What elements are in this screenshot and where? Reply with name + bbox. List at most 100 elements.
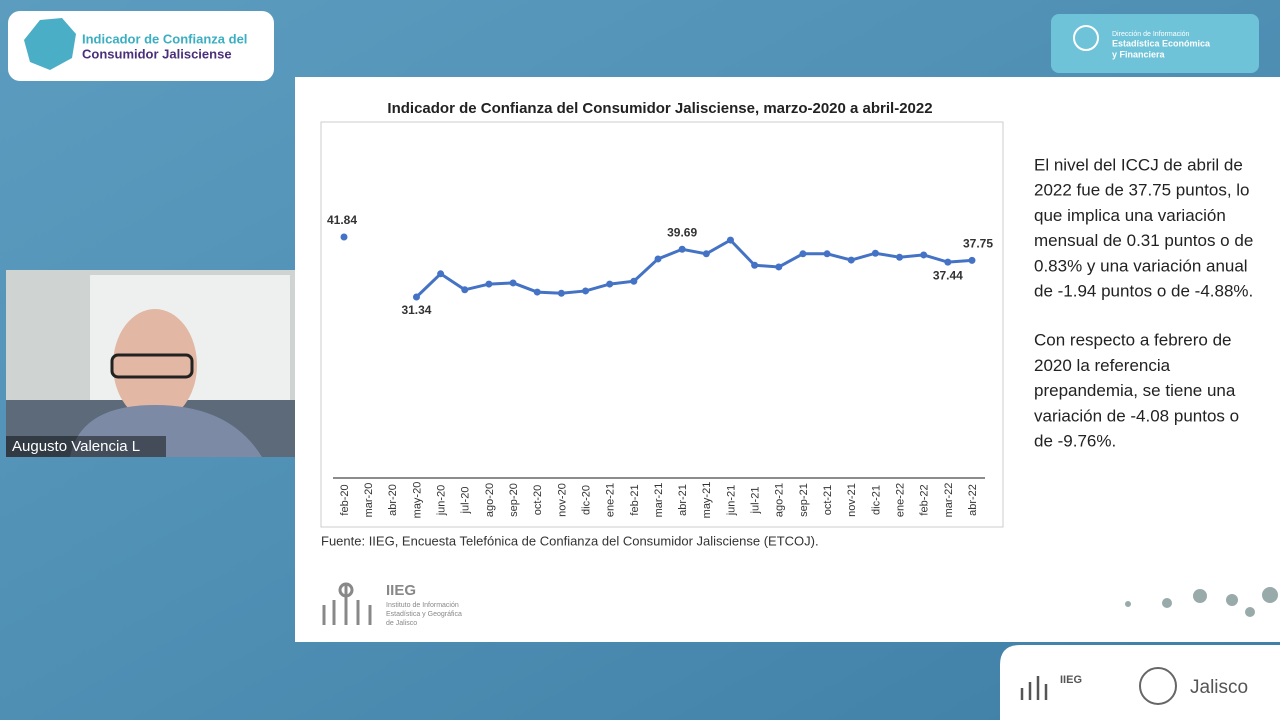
value-label: 39.69 [667, 225, 697, 239]
commentary-line: variación de -4.08 puntos o [1034, 406, 1239, 425]
data-point [968, 256, 976, 264]
app-logo-box [8, 11, 274, 81]
x-tick-label: may-21 [701, 482, 713, 519]
value-label: 37.75 [963, 237, 993, 251]
data-point [557, 289, 565, 297]
app-title: Indicador de Confianza del [82, 31, 247, 46]
x-tick-label: feb-21 [629, 484, 641, 515]
x-tick-label: mar-21 [653, 483, 665, 518]
value-label: 37.44 [933, 268, 963, 282]
x-tick-label: abr-22 [967, 484, 979, 516]
data-point [533, 288, 541, 296]
x-tick-label: may-20 [411, 482, 423, 519]
x-tick-label: feb-22 [919, 484, 931, 515]
data-point [606, 280, 614, 288]
commentary-line: mensual de 0.31 puntos o de [1034, 231, 1253, 250]
data-point [871, 249, 879, 257]
data-point [847, 256, 855, 264]
x-tick-label: sep-21 [798, 483, 810, 517]
x-tick-label: oct-21 [822, 485, 834, 516]
commentary-line: de -9.76%. [1034, 431, 1116, 450]
x-tick-label: nov-20 [556, 483, 568, 517]
x-tick-label: jul-21 [750, 487, 762, 515]
commentary-line: El nivel del ICCJ de abril de [1034, 155, 1243, 174]
data-point [437, 270, 445, 278]
commentary-line: 2022 fue de 37.75 puntos, lo [1034, 181, 1250, 200]
chart-title: Indicador de Confianza del Consumidor Ja… [387, 100, 932, 117]
data-point [678, 245, 686, 253]
x-tick-label: sep-20 [508, 483, 520, 517]
x-tick-label: abr-20 [387, 484, 399, 516]
x-tick-label: nov-21 [846, 483, 858, 517]
source: Fuente: IIEG, Encuesta Telefónica de Con… [321, 533, 819, 548]
footer-icon [1020, 676, 1048, 700]
commentary: El nivel del ICCJ de abril de 2022 fue de… [1034, 155, 1253, 450]
x-tick-label: ene-22 [894, 483, 906, 517]
x-tick-label: ago-21 [774, 483, 786, 517]
x-tick-label: oct-20 [532, 485, 544, 516]
commentary-line: de -1.94 puntos o de -4.88%. [1034, 281, 1253, 300]
data-point [726, 236, 734, 244]
x-tick-label: ene-21 [605, 483, 617, 517]
data-point [485, 280, 493, 288]
iieg-logo [322, 582, 372, 625]
participant-name: Augusto Valencia L [12, 438, 140, 455]
data-point [896, 253, 904, 261]
data-point [920, 251, 928, 259]
data-point [944, 258, 952, 266]
badge-icon [1073, 25, 1099, 51]
data-point [509, 279, 517, 287]
data-point [630, 277, 638, 285]
commentary-line: 0.83% y una variación anual [1034, 256, 1248, 275]
x-tick-label: abr-21 [677, 484, 689, 516]
glasses [110, 353, 194, 379]
value-label: 31.34 [401, 303, 431, 317]
badge-box [1051, 14, 1259, 73]
x-tick-label: mar-22 [943, 483, 955, 518]
footer-iieg: IIEG [1060, 674, 1082, 686]
value-label: 41.84 [327, 213, 357, 227]
data-point [799, 250, 807, 258]
x-tick-label: ago-20 [484, 483, 496, 517]
person-body [70, 405, 262, 457]
footer-jalisco: Jalisco [1190, 677, 1248, 698]
badge-text: y Financiera [1112, 49, 1166, 59]
logo-name: IIEG [386, 582, 416, 599]
badge-text: Estadística Económica [1112, 38, 1211, 48]
name-tag [6, 436, 166, 457]
chart-frame [320, 121, 1004, 528]
person-head [113, 309, 197, 421]
logo-text: de Jalisco [386, 620, 417, 627]
map-icon [24, 18, 76, 70]
x-tick-label: jul-20 [460, 487, 472, 515]
crest [1139, 667, 1177, 705]
decor-dots [1125, 587, 1278, 617]
x-tick-label: dic-20 [580, 485, 592, 515]
data-point [340, 233, 348, 241]
data-point [775, 263, 783, 271]
data-point [751, 261, 759, 269]
x-tick-label: dic-21 [870, 485, 882, 515]
commentary-line: Con respecto a febrero de [1034, 331, 1232, 350]
data-point [654, 255, 662, 263]
x-tick-label: feb-20 [339, 484, 351, 515]
commentary-line: 2020 la referencia [1034, 356, 1171, 375]
data-point [823, 250, 831, 258]
series-line [415, 238, 973, 299]
commentary-line: que implica una variación [1034, 206, 1226, 225]
commentary-line: prepandemia, se tiene una [1034, 381, 1236, 400]
badge-text: Dirección de Información [1112, 31, 1190, 38]
logo-text: Estadística y Geográfica [386, 611, 462, 618]
data-point [412, 293, 420, 301]
logo-text: Instituto de Información [386, 602, 459, 609]
data-point [702, 250, 710, 258]
data-point [582, 287, 590, 295]
x-tick-label: jun-20 [436, 485, 448, 517]
app-title: Consumidor Jalisciense [82, 46, 232, 61]
x-tick-label: mar-20 [363, 483, 375, 518]
data-point [461, 286, 469, 294]
x-tick-label: jun-21 [725, 485, 737, 517]
plot: feb-20 mar-20 abr-20 may-20 jun-20 jul-20 ago-… [327, 213, 993, 518]
